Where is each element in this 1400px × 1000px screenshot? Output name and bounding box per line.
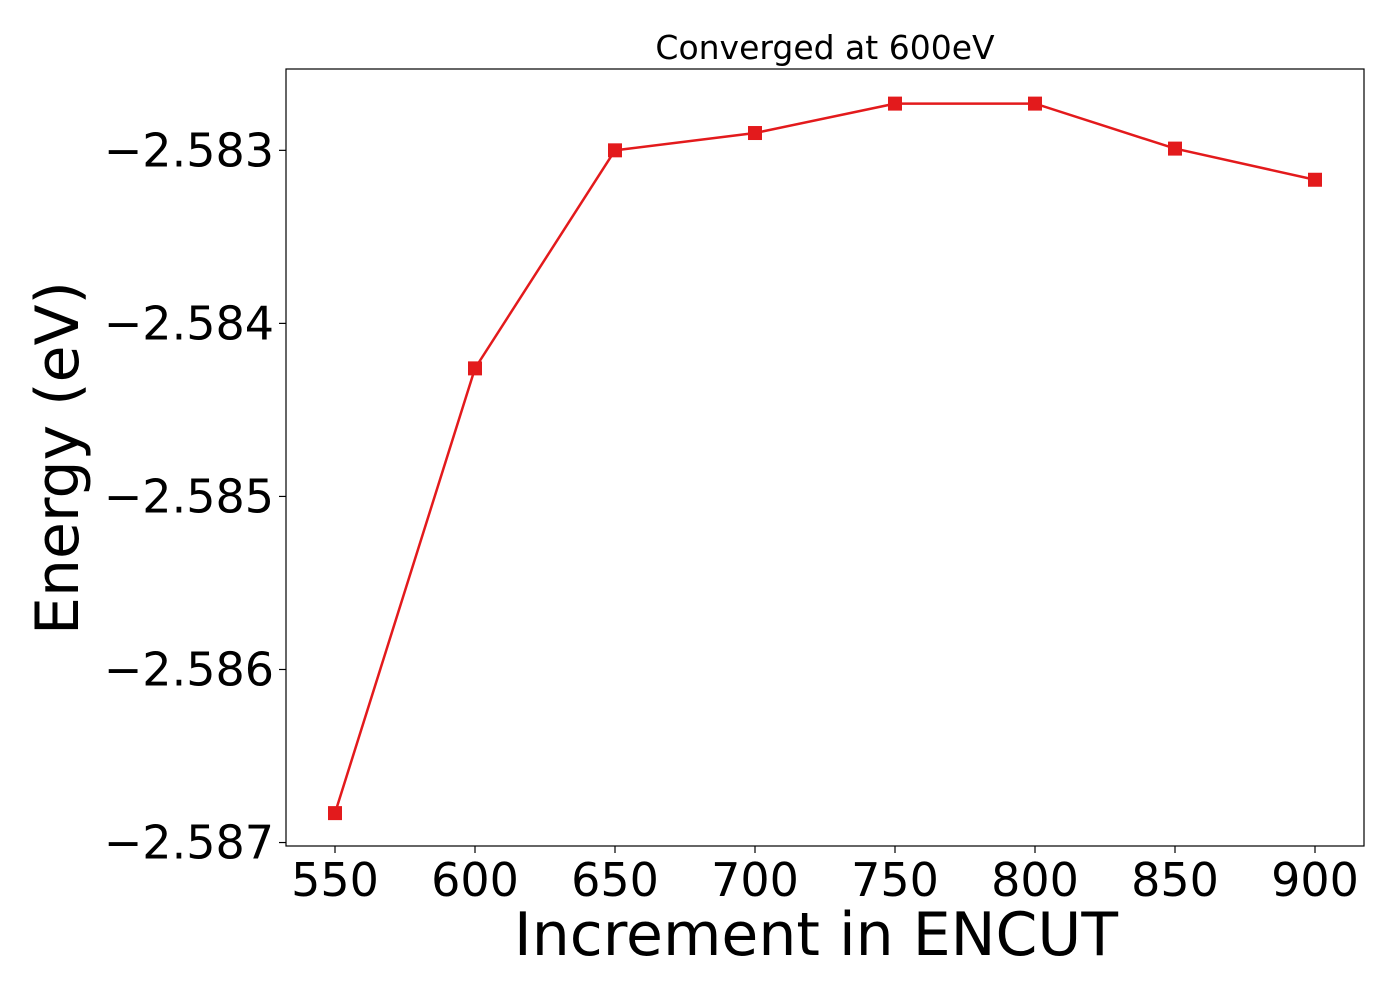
x-tick-label: 900 <box>1271 853 1359 907</box>
x-tick-label: 800 <box>991 853 1079 907</box>
y-tick-label: −2.586 <box>104 642 274 696</box>
data-point-850 <box>1168 141 1182 156</box>
x-tick-label: 850 <box>1131 853 1219 907</box>
chart-title: Converged at 600eV <box>655 28 995 67</box>
plot-area-frame <box>285 68 1365 847</box>
y-axis-label: Energy (eV) <box>23 281 93 635</box>
y-tick-label: −2.584 <box>104 296 274 350</box>
series-line <box>333 102 1316 814</box>
data-point-800 <box>1028 96 1042 111</box>
data-point-900 <box>1308 172 1322 187</box>
data-point-700 <box>748 126 762 141</box>
data-point-550 <box>328 806 342 821</box>
y-tick-label: −2.583 <box>104 123 274 177</box>
y-axis-ticks: −2.583 −2.584 −2.585 −2.586 −2.587 <box>104 123 286 870</box>
x-axis-label: Increment in ENCUT <box>514 900 1118 970</box>
x-tick-label: 650 <box>571 853 659 907</box>
x-axis-ticks: 550 600 650 700 750 800 850 900 <box>291 846 1359 907</box>
data-point-600 <box>468 361 482 376</box>
x-tick-label: 750 <box>851 853 939 907</box>
x-tick-label: 550 <box>291 853 379 907</box>
y-tick-label: −2.587 <box>104 816 274 870</box>
data-point-750 <box>888 96 902 111</box>
series-layer <box>328 96 1322 821</box>
x-tick-label: 600 <box>431 853 519 907</box>
data-point-650 <box>608 143 622 158</box>
x-tick-label: 700 <box>711 853 799 907</box>
y-tick-label: −2.585 <box>104 469 274 523</box>
